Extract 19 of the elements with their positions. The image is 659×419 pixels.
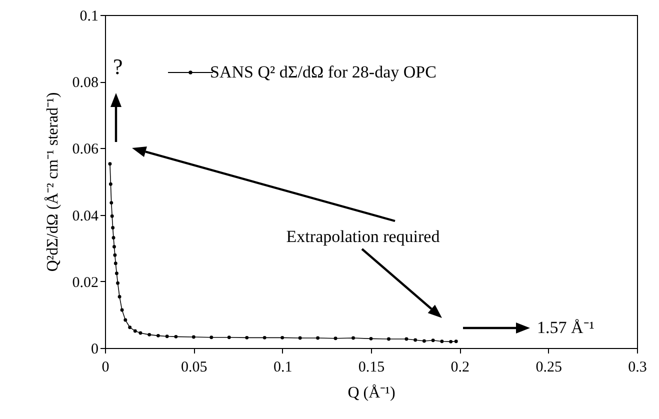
- annotation: ?: [113, 54, 123, 79]
- y-tick-label: 0.06: [72, 142, 99, 158]
- x-tick-label: 0.15: [358, 360, 385, 376]
- x-tick-label: 0: [102, 360, 110, 376]
- x-tick-label: 0.3: [628, 360, 647, 376]
- x-tick-label: 0.2: [450, 360, 470, 376]
- x-tick-label: 0.05: [181, 360, 208, 376]
- y-tick-label: 0.08: [72, 75, 98, 92]
- y-axis-title: Q²dΣ/dΩ (Å⁻² cm⁻¹ sterad⁻¹): [43, 92, 62, 272]
- annotation: 1.57 Å⁻¹: [537, 318, 594, 337]
- y-tick-label: 0: [91, 342, 98, 358]
- annotation: Extrapolation required: [286, 227, 440, 246]
- y-tick-label: 0.1: [80, 8, 98, 24]
- x-tick-label: 0.25: [536, 360, 562, 376]
- y-tick-label: 0.02: [72, 274, 98, 291]
- legend-label: SANS Q² dΣ/dΩ for 28-day OPC: [210, 62, 436, 82]
- x-tick-label: 0.1: [273, 360, 292, 376]
- x-axis-title: Q (Å⁻¹): [348, 384, 396, 402]
- y-tick-label: 0.04: [72, 208, 99, 224]
